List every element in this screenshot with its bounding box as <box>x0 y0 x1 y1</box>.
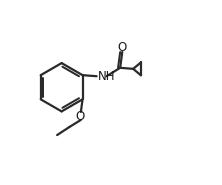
Text: O: O <box>118 41 127 54</box>
Text: O: O <box>76 110 85 123</box>
Text: NH: NH <box>98 70 115 83</box>
